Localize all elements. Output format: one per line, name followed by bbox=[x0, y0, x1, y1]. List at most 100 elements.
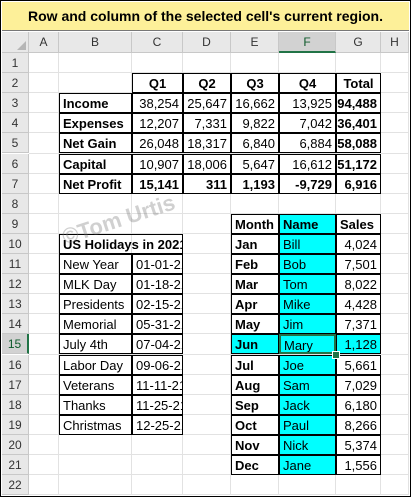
column-header-a[interactable]: A bbox=[29, 32, 59, 53]
row-header-6[interactable]: 6 bbox=[2, 153, 29, 174]
financial-value-cell[interactable]: 7,331 bbox=[183, 113, 231, 134]
financial-value-cell[interactable]: 26,048 bbox=[132, 133, 183, 154]
sales-month-cell[interactable]: Mar bbox=[231, 274, 279, 295]
financial-value-cell[interactable]: 9,822 bbox=[231, 113, 279, 134]
row-header-3[interactable]: 3 bbox=[2, 93, 29, 114]
sales-name-cell[interactable]: Joe bbox=[279, 354, 336, 375]
financial-value-cell[interactable]: 6,840 bbox=[231, 133, 279, 154]
column-header-g[interactable]: G bbox=[336, 32, 381, 53]
row-header-1[interactable]: 1 bbox=[2, 53, 29, 74]
holiday-name-cell[interactable]: Presidents bbox=[59, 294, 132, 315]
row-header-10[interactable]: 10 bbox=[2, 233, 29, 254]
holiday-name-cell[interactable]: New Year bbox=[59, 254, 132, 275]
financial-value-cell[interactable]: 5,647 bbox=[231, 153, 279, 174]
financial-value-cell[interactable]: 7,042 bbox=[279, 113, 336, 134]
holiday-date-cell[interactable]: 12-25-21 bbox=[132, 414, 183, 435]
financial-value-cell[interactable]: 13,925 bbox=[279, 93, 336, 114]
sales-value-cell[interactable]: 7,029 bbox=[336, 374, 381, 395]
sales-month-cell[interactable]: Nov bbox=[231, 434, 279, 455]
sales-header-cell[interactable]: Name bbox=[279, 213, 336, 234]
financial-value-cell[interactable]: -9,729 bbox=[279, 173, 336, 194]
sales-month-cell[interactable]: Aug bbox=[231, 374, 279, 395]
sales-month-cell[interactable]: Apr bbox=[231, 294, 279, 315]
row-header-21[interactable]: 21 bbox=[2, 455, 29, 476]
holiday-name-cell[interactable]: Memorial bbox=[59, 314, 132, 335]
sales-month-cell[interactable]: Dec bbox=[231, 455, 279, 476]
holiday-date-cell[interactable]: 05-31-21 bbox=[132, 314, 183, 335]
sales-value-cell[interactable]: 8,022 bbox=[336, 274, 381, 295]
column-header-b[interactable]: B bbox=[59, 32, 132, 53]
holiday-date-cell[interactable]: 09-06-21 bbox=[132, 354, 183, 375]
sales-value-cell[interactable]: 6,180 bbox=[336, 394, 381, 415]
sales-month-cell[interactable]: Jul bbox=[231, 354, 279, 375]
financial-row-label[interactable]: Income bbox=[59, 93, 132, 114]
financial-value-cell[interactable]: 10,907 bbox=[132, 153, 183, 174]
financial-value-cell[interactable]: 6,916 bbox=[336, 173, 381, 194]
holidays-title[interactable]: US Holidays in 2021 bbox=[59, 233, 183, 254]
financial-row-label[interactable]: Expenses bbox=[59, 113, 132, 134]
financial-value-cell[interactable]: 16,612 bbox=[279, 153, 336, 174]
financial-value-cell[interactable]: 51,172 bbox=[336, 153, 381, 174]
sales-name-cell[interactable]: Tom bbox=[279, 274, 336, 295]
financial-value-cell[interactable]: 12,207 bbox=[132, 113, 183, 134]
financial-header-cell[interactable]: Total bbox=[336, 73, 381, 94]
active-cell[interactable]: Mary bbox=[279, 334, 336, 355]
holiday-date-cell[interactable]: 01-18-21 bbox=[132, 274, 183, 295]
row-header-8[interactable]: 8 bbox=[2, 193, 29, 214]
financial-value-cell[interactable]: 94,488 bbox=[336, 93, 381, 114]
row-header-13[interactable]: 13 bbox=[2, 294, 29, 315]
financial-row-label[interactable]: Capital bbox=[59, 153, 132, 174]
financial-value-cell[interactable]: 25,647 bbox=[183, 93, 231, 114]
row-header-20[interactable]: 20 bbox=[2, 434, 29, 455]
holiday-name-cell[interactable]: MLK Day bbox=[59, 274, 132, 295]
row-header-12[interactable]: 12 bbox=[2, 274, 29, 295]
financial-row-label[interactable]: Net Gain bbox=[59, 133, 132, 154]
sales-name-cell[interactable]: Paul bbox=[279, 414, 336, 435]
sales-month-cell[interactable]: Sep bbox=[231, 394, 279, 415]
sales-value-cell[interactable]: 1,556 bbox=[336, 455, 381, 476]
sales-name-cell[interactable]: Jane bbox=[279, 455, 336, 476]
sales-value-cell[interactable]: 4,428 bbox=[336, 294, 381, 315]
row-header-15[interactable]: 15 bbox=[2, 334, 29, 355]
holiday-name-cell[interactable]: Thanks bbox=[59, 394, 132, 415]
row-header-16[interactable]: 16 bbox=[2, 354, 29, 375]
financial-value-cell[interactable]: 58,088 bbox=[336, 133, 381, 154]
sales-value-cell[interactable]: 5,661 bbox=[336, 354, 381, 375]
sales-header-cell[interactable]: Month bbox=[231, 213, 279, 234]
row-header-17[interactable]: 17 bbox=[2, 374, 29, 395]
holiday-date-cell[interactable]: 11-25-21 bbox=[132, 394, 183, 415]
row-header-9[interactable]: 9 bbox=[2, 213, 29, 234]
column-header-h[interactable]: H bbox=[381, 32, 409, 53]
sales-name-cell[interactable]: Sam bbox=[279, 374, 336, 395]
sales-name-cell[interactable]: Bob bbox=[279, 254, 336, 275]
column-header-c[interactable]: C bbox=[132, 32, 183, 53]
sales-value-cell[interactable]: 1,128 bbox=[336, 334, 381, 355]
select-all-corner[interactable] bbox=[2, 32, 29, 53]
sales-name-cell[interactable]: Nick bbox=[279, 434, 336, 455]
financial-value-cell[interactable]: 38,254 bbox=[132, 93, 183, 114]
row-header-19[interactable]: 19 bbox=[2, 414, 29, 435]
sales-month-cell[interactable]: May bbox=[231, 314, 279, 335]
sales-value-cell[interactable]: 4,024 bbox=[336, 233, 381, 254]
holiday-date-cell[interactable]: 01-01-21 bbox=[132, 254, 183, 275]
financial-value-cell[interactable]: 15,141 bbox=[132, 173, 183, 194]
holiday-name-cell[interactable]: July 4th bbox=[59, 334, 132, 355]
sales-month-cell[interactable]: Jan bbox=[231, 233, 279, 254]
column-header-e[interactable]: E bbox=[231, 32, 279, 53]
financial-header-cell[interactable]: Q1 bbox=[132, 73, 183, 94]
sales-month-cell[interactable]: Oct bbox=[231, 414, 279, 435]
row-header-7[interactable]: 7 bbox=[2, 173, 29, 194]
fill-handle[interactable] bbox=[332, 350, 340, 359]
financial-value-cell[interactable]: 16,662 bbox=[231, 93, 279, 114]
row-header-18[interactable]: 18 bbox=[2, 394, 29, 415]
row-header-14[interactable]: 14 bbox=[2, 314, 29, 335]
column-header-d[interactable]: D bbox=[183, 32, 231, 53]
holiday-date-cell[interactable]: 07-04-21 bbox=[132, 334, 183, 355]
financial-header-cell[interactable]: Q3 bbox=[231, 73, 279, 94]
sales-value-cell[interactable]: 8,266 bbox=[336, 414, 381, 435]
sales-month-cell[interactable]: Jun bbox=[231, 334, 279, 355]
financial-value-cell[interactable]: 18,317 bbox=[183, 133, 231, 154]
sales-value-cell[interactable]: 5,374 bbox=[336, 434, 381, 455]
row-header-4[interactable]: 4 bbox=[2, 113, 29, 134]
row-header-2[interactable]: 2 bbox=[2, 73, 29, 94]
